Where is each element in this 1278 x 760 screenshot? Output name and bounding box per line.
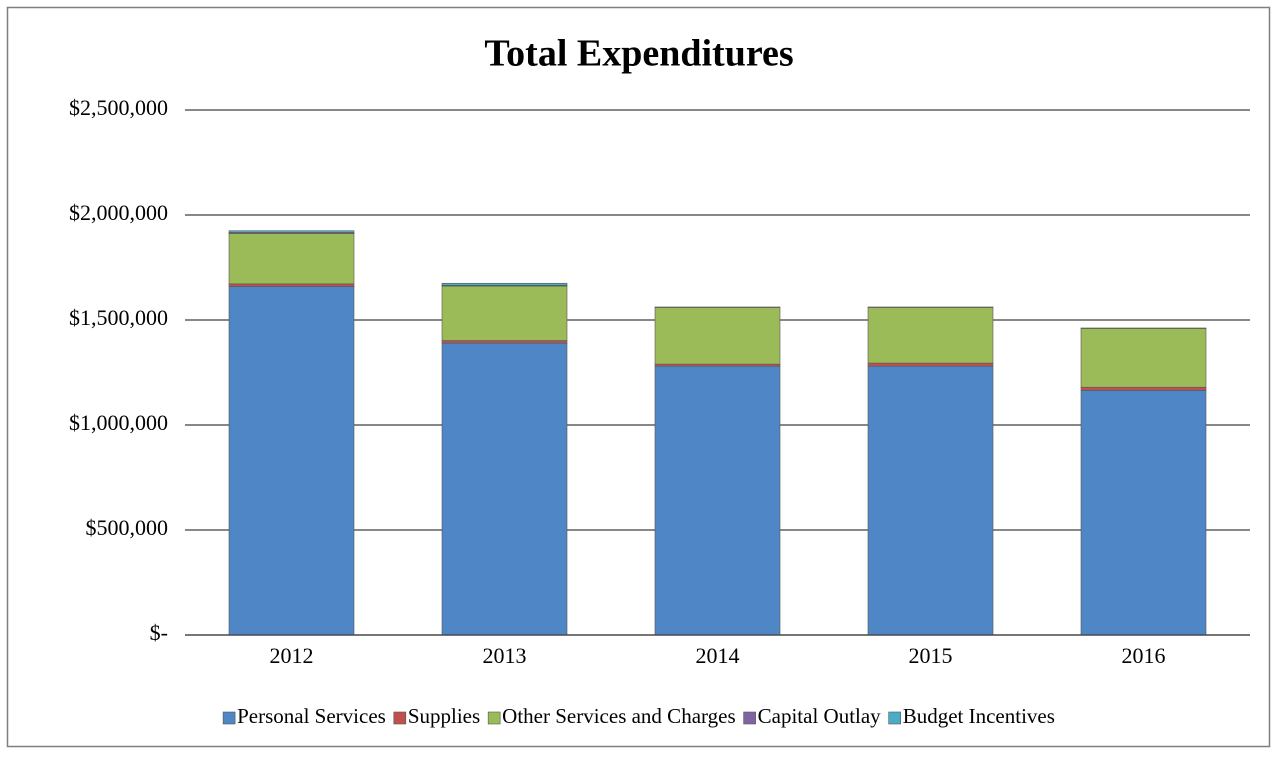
- legend-label: Personal Services: [237, 704, 386, 728]
- bar-segment: [1081, 387, 1206, 390]
- y-tick-label: $1,000,000: [69, 410, 168, 435]
- y-tick-label: $2,000,000: [69, 200, 168, 225]
- bar-segment: [229, 286, 354, 635]
- x-tick-label: 2015: [909, 643, 953, 668]
- bar-segment: [229, 233, 354, 283]
- legend-swatch: [889, 712, 901, 724]
- legend-label: Capital Outlay: [758, 704, 882, 728]
- y-tick-label: $2,500,000: [69, 95, 168, 120]
- legend-swatch: [488, 712, 500, 724]
- y-tick-label: $1,500,000: [69, 305, 168, 330]
- legend-swatch: [744, 712, 756, 724]
- bar-segment: [442, 343, 567, 635]
- x-tick-label: 2014: [696, 643, 740, 668]
- bar-segment: [442, 341, 567, 344]
- legend-label: Other Services and Charges: [502, 704, 735, 728]
- bar-segment: [868, 363, 993, 366]
- legend-swatch: [394, 712, 406, 724]
- y-tick-label: $500,000: [86, 515, 169, 540]
- bar-segment: [442, 283, 567, 285]
- bar-segment: [229, 284, 354, 287]
- chart-title: Total Expenditures: [484, 33, 793, 75]
- bar-segment: [655, 366, 780, 635]
- chart-frame: [8, 8, 1270, 747]
- bar-segment: [1081, 328, 1206, 387]
- x-tick-label: 2013: [483, 643, 527, 668]
- x-tick-label: 2016: [1122, 643, 1166, 668]
- bar-segment: [868, 366, 993, 635]
- x-tick-label: 2012: [270, 643, 314, 668]
- legend-label: Budget Incentives: [903, 704, 1055, 728]
- bar-segment: [655, 307, 780, 364]
- legend-label: Supplies: [408, 704, 480, 728]
- y-tick-label: $-: [150, 620, 168, 645]
- bar-segment: [655, 364, 780, 366]
- bar-segment: [442, 286, 567, 341]
- bar-segment: [1081, 390, 1206, 635]
- bar-segment: [868, 307, 993, 363]
- legend: Personal Services Supplies Other Services …: [223, 704, 1055, 728]
- legend-swatch: [223, 712, 235, 724]
- bar-segment: [229, 231, 354, 233]
